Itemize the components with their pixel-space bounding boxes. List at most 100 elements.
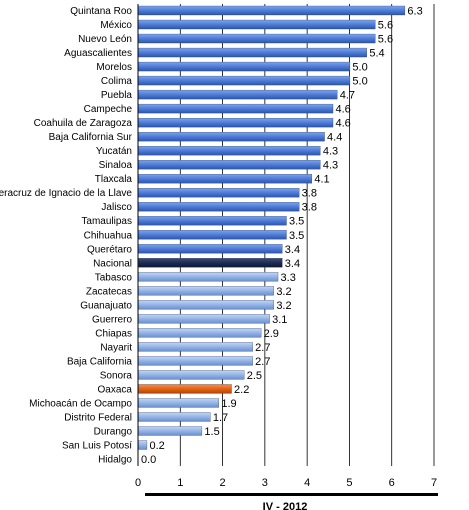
value-label-chihuahua: 3.5 (289, 230, 304, 242)
bar-jalisco (138, 202, 300, 212)
value-label-mexico: 5.6 (378, 20, 393, 32)
category-label-tlaxcala: Tlaxcala (95, 174, 133, 185)
x-tick-label-1: 1 (177, 477, 183, 489)
category-label-baja-california-sur: Baja California Sur (49, 132, 133, 143)
value-label-morelos: 5.0 (352, 62, 367, 74)
bar-nuevo-leon (138, 33, 376, 44)
bar-coahuila-de-zaragoza (138, 117, 334, 128)
category-label-chihuahua: Chihuahua (84, 230, 133, 241)
x-tick-label-7: 7 (431, 477, 437, 489)
value-label-sinaloa: 4.3 (323, 160, 338, 172)
category-label-campeche: Campeche (84, 104, 133, 115)
category-label-baja-california: Baja California (67, 356, 132, 367)
bar-yucatan (138, 146, 321, 156)
value-label-aguascalientes: 5.4 (369, 48, 384, 60)
category-label-quintana-roo: Quintana Roo (70, 6, 132, 17)
value-label-quintana-roo: 6.3 (407, 6, 422, 18)
x-tick-label-3: 3 (262, 477, 268, 489)
value-label-baja-california-sur: 4.4 (327, 132, 342, 144)
value-label-hidalgo: 0.0 (141, 454, 156, 466)
x-axis: 0 1 2 3 4 5 6 7 IV - 2012 (135, 477, 438, 510)
value-label-nayarit: 2.7 (255, 342, 270, 354)
x-axis-title-rule (145, 493, 438, 496)
value-label-guanajuato: 3.2 (276, 300, 291, 312)
value-label-jalisco: 3.8 (302, 202, 317, 214)
bar-sonora (138, 370, 245, 380)
bar-nacional (138, 258, 283, 268)
category-label-sinaloa: Sinaloa (99, 160, 133, 171)
category-label-nuevo-leon: Nuevo León (78, 34, 132, 45)
category-label-colima: Colima (101, 76, 133, 87)
value-label-colima: 5.0 (352, 76, 367, 88)
value-label-sonora: 2.5 (247, 370, 262, 382)
bar-baja-california-sur (138, 131, 325, 142)
value-label-nuevo-leon: 5.6 (378, 34, 393, 46)
category-label-guerrero: Guerrero (92, 314, 132, 325)
value-label-queretaro: 3.4 (285, 244, 300, 256)
bar-guanajuato (138, 300, 274, 310)
category-label-michoacan-de-ocampo: Michoacán de Ocampo (29, 398, 132, 409)
value-label-san-luis-potosi: 0.2 (149, 440, 164, 452)
category-label-san-luis-potosi: San Luis Potosí (62, 440, 132, 451)
value-label-michoacan-de-ocampo: 1.9 (221, 398, 236, 410)
x-tick-label-6: 6 (389, 477, 395, 489)
category-label-mexico: México (100, 20, 132, 31)
x-axis-title: IV - 2012 (263, 501, 308, 510)
value-label-oaxaca: 2.2 (234, 384, 249, 396)
bar-campeche (138, 103, 334, 114)
category-label-aguascalientes: Aguascalientes (64, 48, 132, 59)
value-label-tamaulipas: 3.5 (289, 216, 304, 228)
x-tick-label-0: 0 (135, 477, 141, 489)
bar-colima (138, 75, 351, 86)
bar-nayarit (138, 342, 253, 352)
category-label-nayarit: Nayarit (100, 342, 132, 353)
bar-veracruz-de-ignacio-de-la-llave (138, 188, 300, 198)
category-label-puebla: Puebla (101, 90, 133, 101)
category-label-oaxaca: Oaxaca (98, 384, 133, 395)
category-labels: Quintana Roo México Nuevo León Aguascalient… (0, 6, 133, 466)
bar-chihuahua (138, 230, 287, 240)
category-label-morelos: Morelos (96, 62, 132, 73)
category-label-nacional: Nacional (93, 258, 132, 269)
bar-mexico (138, 19, 376, 30)
category-label-guanajuato: Guanajuato (80, 300, 132, 311)
bar-queretaro (138, 244, 283, 254)
category-label-tamaulipas: Tamaulipas (81, 216, 132, 227)
value-label-tabasco: 3.3 (281, 272, 296, 284)
x-tick-label-2: 2 (220, 477, 226, 489)
bar-baja-california (138, 356, 253, 366)
bar-guerrero (138, 314, 270, 324)
category-label-zacatecas: Zacatecas (86, 286, 132, 297)
x-tick-label-5: 5 (346, 477, 352, 489)
category-label-durango: Durango (94, 426, 133, 437)
value-label-puebla: 4.7 (340, 90, 355, 102)
value-label-baja-california: 2.7 (255, 356, 270, 368)
category-label-sonora: Sonora (100, 370, 133, 381)
category-label-hidalgo: Hidalgo (98, 455, 132, 466)
bar-san-luis-potosi (138, 440, 148, 450)
bar-quintana-roo (138, 5, 406, 16)
bar-michoacan-de-ocampo (138, 398, 219, 408)
bar-sinaloa (138, 160, 321, 170)
category-label-coahuila-de-zaragoza: Coahuila de Zaragoza (34, 118, 133, 129)
value-label-nacional: 3.4 (285, 258, 300, 270)
bar-durango (138, 426, 203, 436)
value-label-zacatecas: 3.2 (276, 286, 291, 298)
category-label-queretaro: Querétaro (87, 244, 132, 255)
bar-tabasco (138, 272, 279, 282)
category-label-veracruz-de-ignacio-de-la-llave: Veracruz de Ignacio de la Llave (0, 188, 132, 199)
value-label-tlaxcala: 4.1 (314, 174, 329, 186)
value-label-chiapas: 2.9 (264, 328, 279, 340)
bar-aguascalientes (138, 47, 367, 58)
value-label-veracruz-de-ignacio-de-la-llave: 3.8 (302, 188, 317, 200)
bar-chiapas (138, 328, 262, 338)
category-label-distrito-federal: Distrito Federal (64, 412, 132, 423)
bar-tlaxcala (138, 174, 313, 184)
bar-puebla (138, 89, 338, 100)
category-label-tabasco: Tabasco (95, 272, 133, 283)
value-labels: 6.35.65.65.45.05.04.74.64.64.44.34.34.13… (141, 6, 423, 467)
value-label-durango: 1.5 (204, 426, 219, 438)
bars (138, 5, 406, 450)
value-label-coahuila-de-zaragoza: 4.6 (336, 118, 351, 130)
